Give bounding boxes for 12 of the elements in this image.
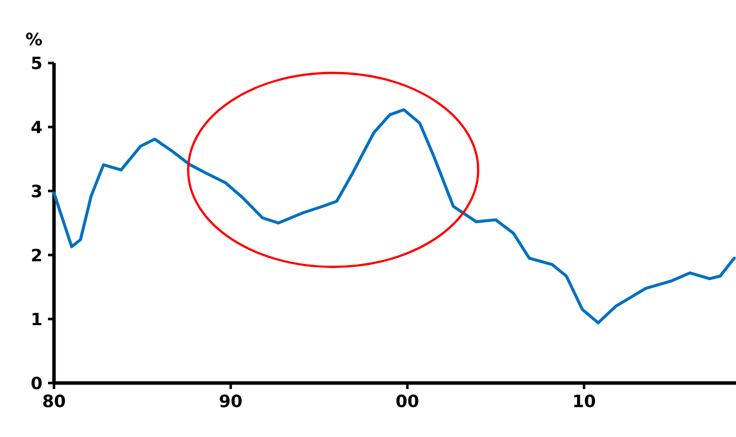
x-tick-label: 10 (574, 394, 596, 408)
y-axis-title: % (26, 32, 42, 46)
x-tick-label: 90 (220, 394, 242, 408)
x-tick-label: 80 (43, 394, 65, 408)
y-tick-label: 1 (32, 312, 42, 326)
y-tick-label: 4 (31, 120, 42, 134)
y-tick-label: 2 (32, 248, 42, 262)
y-tick-label: 3 (32, 184, 42, 198)
y-tick-label: 5 (32, 56, 42, 70)
y-tick-label: 0 (32, 376, 42, 390)
line-series (52, 108, 736, 324)
x-tick-label: 00 (396, 394, 418, 408)
